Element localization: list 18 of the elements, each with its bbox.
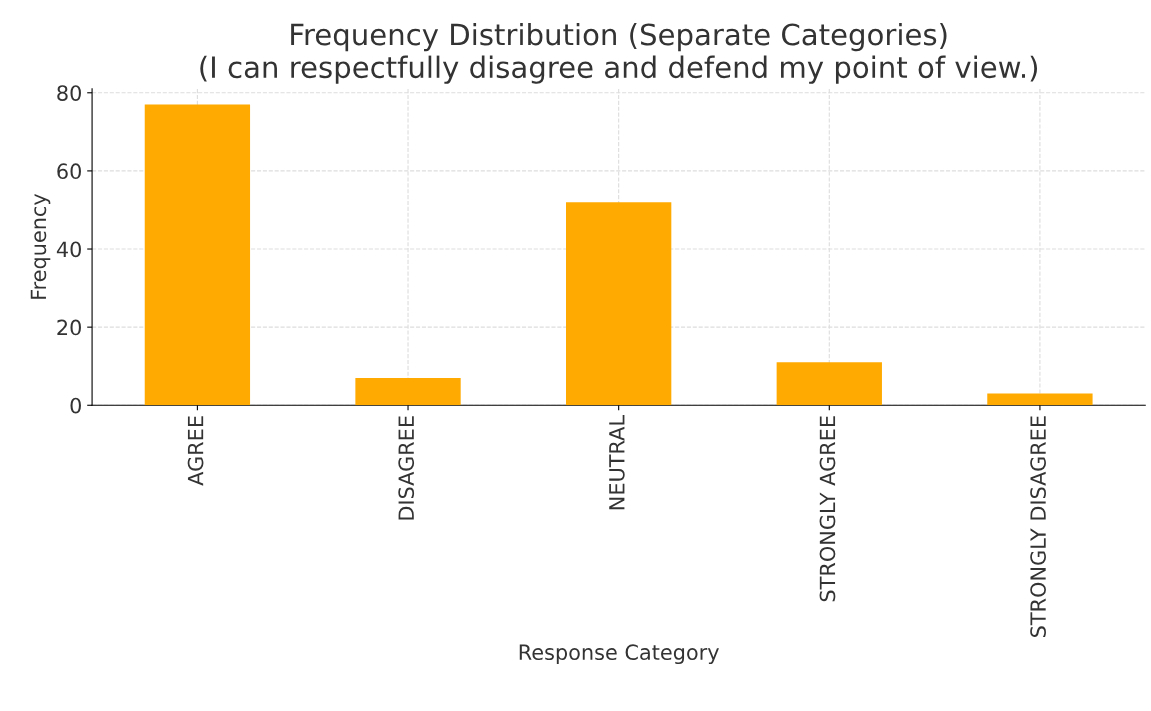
- y-tick-label: 0: [70, 397, 81, 414]
- x-tick-label: DISAGREE: [398, 416, 415, 520]
- bar: [144, 104, 251, 406]
- x-tick-label: AGREE: [187, 416, 204, 486]
- bar: [987, 393, 1093, 406]
- y-tick-label: 60: [57, 163, 81, 180]
- y-tick-label: 80: [57, 85, 81, 101]
- bar: [566, 202, 672, 406]
- y-axis-title: Frequency: [30, 193, 51, 299]
- bar: [776, 362, 882, 406]
- chart-title: Frequency Distribution (Separate Categories) (I can respectfully disagree and defend my point of view.): [200, 22, 1038, 84]
- y-tick-label: 40: [56, 241, 81, 258]
- y-tick-label: 20: [57, 319, 81, 336]
- x-axis-title: Response Category: [519, 644, 719, 665]
- x-tick-label: STRONGLY AGREE: [819, 416, 836, 602]
- x-tick-label: NEUTRAL: [609, 415, 625, 510]
- x-tick-label: STRONGLY DISAGREE: [1030, 416, 1046, 637]
- bar: [355, 377, 461, 406]
